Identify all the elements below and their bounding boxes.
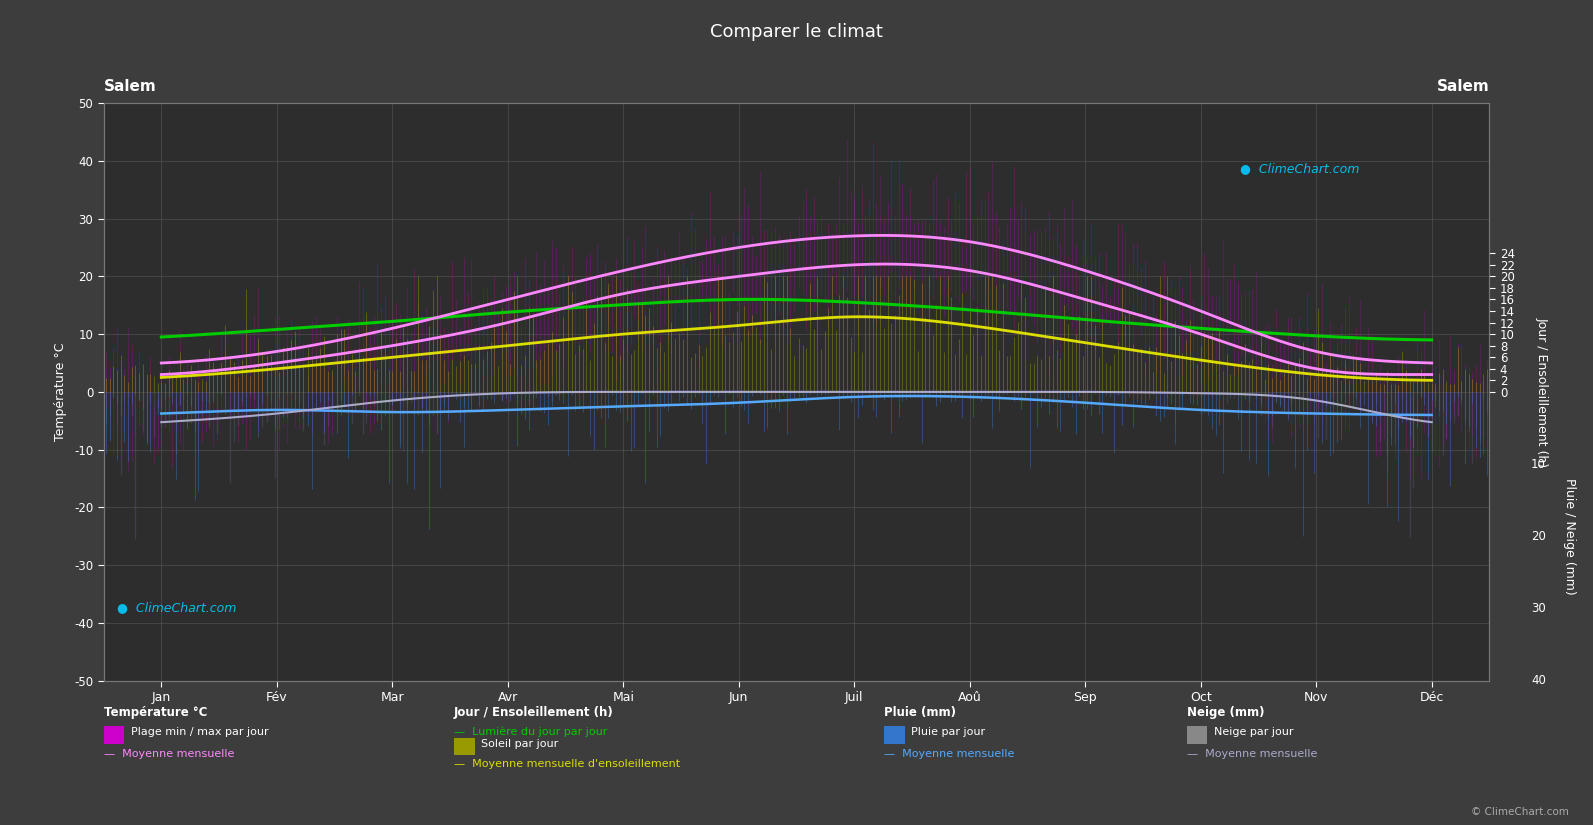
Text: —  Moyenne mensuelle: — Moyenne mensuelle — [104, 749, 234, 759]
Text: —  Moyenne mensuelle: — Moyenne mensuelle — [884, 749, 1015, 759]
Text: © ClimeChart.com: © ClimeChart.com — [1472, 807, 1569, 817]
Text: Pluie (mm): Pluie (mm) — [884, 706, 956, 719]
Text: Soleil par jour: Soleil par jour — [481, 739, 558, 749]
Y-axis label: Température °C: Température °C — [54, 342, 67, 441]
Text: —  Moyenne mensuelle d'ensoleillement: — Moyenne mensuelle d'ensoleillement — [454, 759, 680, 769]
Text: Neige par jour: Neige par jour — [1214, 727, 1294, 737]
Text: Salem: Salem — [1437, 79, 1489, 94]
Text: Jour / Ensoleillement (h): Jour / Ensoleillement (h) — [454, 706, 613, 719]
Text: 20: 20 — [1531, 530, 1545, 543]
Text: —  Lumière du jour par jour: — Lumière du jour par jour — [454, 727, 607, 737]
Text: Plage min / max par jour: Plage min / max par jour — [131, 727, 268, 737]
Text: Pluie par jour: Pluie par jour — [911, 727, 986, 737]
Text: 10: 10 — [1531, 458, 1545, 470]
Y-axis label: Jour / Ensoleillement (h): Jour / Ensoleillement (h) — [1536, 317, 1548, 467]
Text: —  Moyenne mensuelle: — Moyenne mensuelle — [1187, 749, 1317, 759]
Text: 30: 30 — [1531, 602, 1545, 615]
Text: Température °C: Température °C — [104, 706, 207, 719]
Text: Comparer le climat: Comparer le climat — [710, 23, 883, 41]
Text: Salem: Salem — [104, 79, 156, 94]
Text: Neige (mm): Neige (mm) — [1187, 706, 1265, 719]
Text: Pluie / Neige (mm): Pluie / Neige (mm) — [1563, 478, 1575, 595]
Text: 40: 40 — [1531, 674, 1545, 687]
Text: ●  ClimeChart.com: ● ClimeChart.com — [118, 601, 237, 615]
Text: ●  ClimeChart.com: ● ClimeChart.com — [1239, 163, 1359, 176]
